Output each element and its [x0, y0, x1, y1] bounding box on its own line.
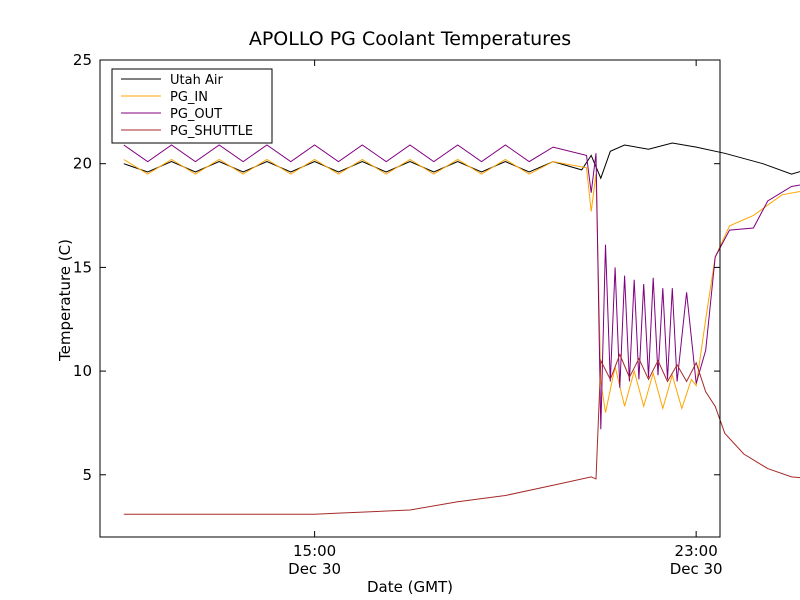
series-line-pg-in [123, 158, 800, 413]
legend-label: PG_IN [170, 90, 208, 105]
y-tick-label: 10 [73, 362, 92, 380]
y-tick-label: 5 [82, 466, 92, 484]
legend-label: PG_SHUTTLE [170, 124, 253, 139]
y-axis-label: Temperature (C) [56, 239, 74, 362]
x-axis-label: Date (GMT) [367, 578, 453, 596]
legend-label: PG_OUT [170, 107, 222, 122]
x-tick-label-date: Dec 30 [288, 560, 341, 578]
x-tick-label-time: 23:00 [675, 542, 718, 560]
legend-label: Utah Air [170, 73, 223, 88]
y-tick-label: 20 [73, 155, 92, 173]
x-tick-label-time: 15:00 [293, 542, 336, 560]
legend-frame [111, 68, 273, 144]
x-tick-label-date: Dec 30 [670, 560, 723, 578]
series-line-pg-shuttle [123, 353, 800, 515]
legend: Utah Air PG_IN PG_OUT PG_SHUTTLE [111, 68, 273, 144]
y-tick-label: 25 [73, 51, 92, 69]
series-line-pg-out [123, 144, 800, 430]
series-layer [123, 142, 800, 515]
chart-title: APOLLO PG Coolant Temperatures [249, 28, 571, 50]
y-tick-label: 15 [73, 258, 92, 276]
series-line-utah-air [123, 142, 800, 180]
plot-frame [99, 59, 721, 538]
